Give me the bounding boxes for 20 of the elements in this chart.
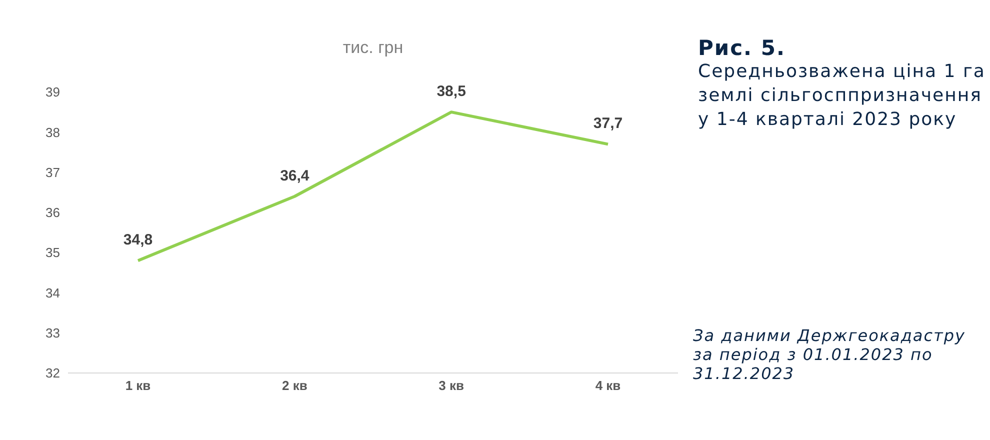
text: Середньозважена ціна 1 га землі сільгосппризначення у 1-4 кварталі 2023 року [698,60,986,132]
text: За даними Держгеокадастру за період з 01.01.2023 по 31.12.2023 [693,326,966,383]
data-label: 36,4 [280,167,310,184]
y-tick-label: 34 [46,285,60,300]
y-tick-label: 37 [46,164,60,180]
text: Рис. 5. [698,36,786,60]
data-label: 37,7 [593,115,623,132]
x-tick-label: 2 кв [282,378,308,394]
y-tick-label: 33 [46,325,60,340]
y-tick-label: 36 [46,205,60,220]
y-tick-label: 32 [46,366,60,381]
x-tick-label: 3 кв [438,378,464,394]
y-tick-label: 38 [46,124,60,140]
y-axis-title: тис. грн [342,38,404,58]
data-label: 34,8 [123,232,153,249]
x-tick-label: 1 кв [125,378,151,394]
data-label: 38,5 [436,83,466,100]
y-tick-label: 39 [46,84,60,100]
x-tick-label: 4 кв [595,378,621,394]
y-tick-label: 35 [46,245,60,260]
